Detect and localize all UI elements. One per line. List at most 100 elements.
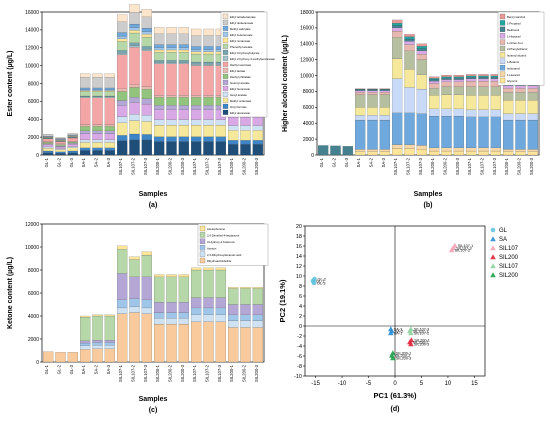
bar-segment [503, 120, 513, 149]
bar-segment [105, 131, 115, 134]
x-tick-label: SA-3 [106, 157, 111, 167]
y-tick-label: 10000 [25, 63, 39, 69]
legend-swatch [223, 50, 228, 55]
bar-segment [92, 92, 102, 96]
x-tick-label: GL-1 [44, 364, 49, 374]
bar-segment [43, 147, 53, 148]
bar-segment [429, 88, 439, 95]
bar-segment [355, 149, 365, 151]
legend-swatch [500, 78, 505, 83]
legend-label: 3-Hydroxy-2-butanone [207, 240, 235, 244]
bar-segment [92, 98, 102, 125]
bar-segment [228, 140, 238, 144]
bar-segment [43, 142, 53, 143]
legend-label: SIL200 [499, 273, 519, 279]
legend-label: Isoamyl alcohol [507, 54, 527, 58]
panel-caption: (d) [391, 406, 400, 413]
bar-segment [179, 302, 189, 312]
legend-swatch [200, 232, 205, 237]
bar-segment [129, 260, 139, 277]
x-tick-label: SIL107-2 [131, 157, 136, 175]
legend-label: Methionol [507, 28, 520, 32]
bar-segment [154, 50, 164, 52]
bar-segment [355, 152, 365, 155]
bar-segment [68, 141, 78, 142]
bar-segment [117, 141, 127, 155]
bar-segment [105, 142, 115, 147]
bar-segment [253, 126, 263, 131]
bar-segment [142, 9, 152, 17]
bar-segment [129, 134, 139, 140]
bar-segment [68, 153, 78, 155]
y-tick-label: 18000 [300, 10, 314, 16]
legend-label: Ethyl dodecanoate [230, 21, 254, 25]
bar-segment [166, 142, 176, 155]
bar-segment [166, 27, 176, 34]
bar-segment [142, 252, 152, 255]
bar-segment [240, 321, 250, 328]
bar-segment [80, 151, 90, 155]
legend-label: Diethyl succinate [230, 63, 252, 67]
legend-swatch [223, 86, 228, 91]
bar-segment [491, 95, 501, 109]
legend-label: Acetophenone [207, 227, 225, 231]
y-tick-label: 6000 [28, 99, 39, 105]
bar-segment [129, 299, 139, 307]
legend-swatch [223, 98, 228, 103]
legend-label: 1-Octen-3-ol [507, 41, 523, 45]
bar-segment [166, 324, 176, 362]
bar-segment [129, 140, 139, 155]
bar-segment [392, 20, 402, 23]
y-tick-label: 2 [299, 314, 302, 320]
y-tick-label: 2000 [28, 135, 39, 141]
bar-segment [142, 134, 152, 139]
x-tick-label: GL-3 [69, 364, 74, 374]
bar-segment [105, 126, 115, 130]
y-tick-label: 0 [311, 153, 314, 159]
bar-segment [454, 82, 464, 87]
legend-swatch [223, 56, 228, 61]
bar-segment [216, 308, 226, 315]
bar-segment [154, 105, 164, 109]
y-tick-label: 12000 [25, 222, 39, 228]
bar-segment [528, 86, 538, 88]
bar-segment [154, 142, 164, 155]
bar-segment [154, 277, 164, 302]
x-tick-label: SIL107-1 [467, 157, 472, 175]
bar-segment [154, 95, 164, 97]
bar-segment [154, 120, 164, 125]
bar-segment [380, 92, 390, 94]
bar-segment [203, 270, 213, 298]
bar-segment [466, 151, 476, 155]
bar-segment [466, 95, 476, 109]
legend-label: Ethyl nonanoate [230, 39, 251, 43]
legend-swatch [223, 92, 228, 97]
bar-segment [154, 34, 164, 45]
y-tick-label: 2000 [303, 137, 314, 143]
bar-segment [380, 120, 390, 149]
bar-segment [142, 140, 152, 155]
bar-segment [441, 75, 451, 77]
bar-segment [129, 12, 139, 24]
bar-segment [179, 62, 189, 63]
bar-segment [191, 120, 201, 125]
bar-segment [491, 117, 501, 148]
bar-segment [191, 95, 201, 97]
x-tick-label: SIL107-3 [418, 157, 423, 175]
bar-segment [105, 148, 115, 151]
bar-segment [80, 134, 90, 140]
bar-segment [80, 131, 90, 134]
bar-segment [355, 92, 365, 94]
bar-segment [380, 152, 390, 155]
bar-segment [503, 88, 513, 92]
x-tick-label: SIL200-1 [229, 364, 234, 382]
bar-segment [228, 288, 238, 304]
bar-segment [80, 343, 90, 346]
bar-segment [380, 115, 390, 120]
bar-segment [367, 152, 377, 155]
bar-segment [367, 89, 377, 90]
bar-segment [216, 125, 226, 137]
bar-segment [92, 96, 102, 97]
bar-segment [417, 60, 427, 75]
